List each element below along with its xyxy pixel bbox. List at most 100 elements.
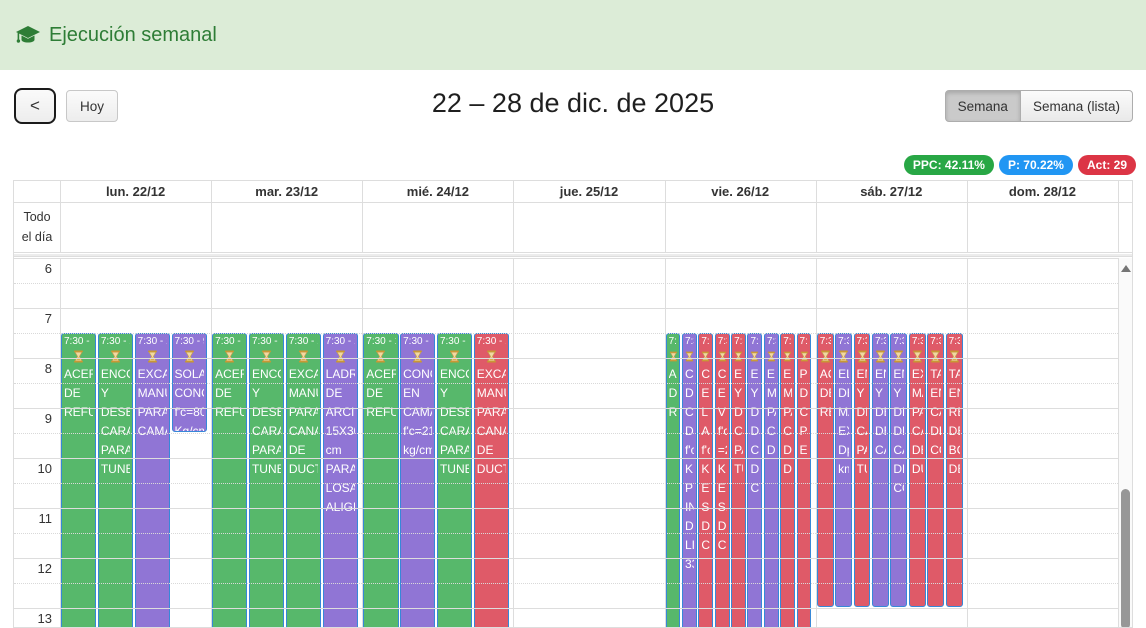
calendar-event[interactable]: 7:30 - 17:30 C D C D f'c K P IN D LI 33 <box>681 333 697 627</box>
calendar-event[interactable]: 7:30 - 13:00 EN Y DE CA PA TU <box>853 333 871 607</box>
event-time: 7:30 - 17:30 <box>366 336 395 347</box>
column-border <box>211 258 213 627</box>
today-button[interactable]: Hoy <box>66 90 119 122</box>
day-header-1: mar. 23/12 <box>255 184 319 199</box>
tab-week[interactable]: Semana <box>944 90 1021 122</box>
calendar-event[interactable]: 7:30 - 13:00 EN Y DE DE CA <box>871 333 889 607</box>
prev-week-button[interactable]: < <box>14 88 56 124</box>
day-header-3: jue. 25/12 <box>559 184 619 199</box>
half-hour-line <box>14 433 1118 434</box>
calendar-event[interactable]: 7:30 - 17:30ENCO Y DESE CARA PARA TUNE <box>436 333 473 627</box>
calendar-event[interactable]: 7:30 - 17:30 C E V f'c =2 K E S. D C <box>714 333 730 627</box>
day-header-2: mié. 24/12 <box>406 184 469 199</box>
event-title: EN Y DE CA PA TU <box>856 367 868 476</box>
calendar-event[interactable]: 7:30 - 17:30 ACER DE REFU <box>61 333 97 627</box>
scrollbar-thumb[interactable] <box>1121 489 1130 627</box>
calendar-event[interactable]: 7:30 - 17:30EXCA MANU PARA CANA DE DUCT <box>473 333 510 627</box>
hourglass-icon <box>820 348 831 365</box>
calendar-event[interactable]: 7:30 - 9:30 SOLA CONC f'c=80 Kg/cm2 <box>171 333 207 432</box>
column-border <box>1118 181 1119 202</box>
event-time: 7:30 - 13:00 <box>838 336 849 347</box>
event-title: C E L A f'c K E S. D C <box>701 367 710 552</box>
column-border <box>966 181 968 202</box>
hourglass-icon <box>289 348 318 365</box>
app-header: Ejecución semanal <box>0 0 1146 70</box>
column-border <box>815 203 817 252</box>
scroll-up-arrow-icon[interactable] <box>1121 265 1131 272</box>
event-time: 7:30 - 13:00 <box>856 336 868 347</box>
event-time: 7:30 - 17:30 <box>251 336 281 347</box>
event-time: 7:30 - 13:00 <box>819 336 831 347</box>
hour-label-13: 13 <box>37 611 52 626</box>
event-title: PIS DE CE PU E= <box>799 367 809 457</box>
calendar-event[interactable]: 7:30 - 17:30 E M PA CA D D <box>780 333 796 627</box>
hour-line <box>14 258 1118 259</box>
calendar-event[interactable]: 7:30 - 17:30 ACER DE REFU <box>363 333 399 627</box>
hourglass-icon <box>857 348 868 365</box>
column-border <box>60 258 61 627</box>
hour-label-7: 7 <box>44 311 52 326</box>
calendar-event[interactable]: 7:30 - 17:30ENCO Y DESE CARA PARA TUNE <box>97 333 134 627</box>
event-time: 7:30 - 13:00 <box>893 336 904 347</box>
calendar-event[interactable]: 7:30 - 17:30 LADR DE ARCIL 15X30 cm PARA … <box>322 333 358 627</box>
column-border <box>211 203 213 252</box>
hourglass-icon <box>893 348 904 365</box>
calendar-event[interactable]: 7:30 - 17:30 A D R <box>665 333 681 627</box>
kpi-badge-1: P: 70.22% <box>998 155 1073 175</box>
hourglass-icon <box>685 348 694 365</box>
hourglass-icon <box>440 348 469 365</box>
event-time: 7:30 - 13:00 <box>911 336 923 347</box>
calendar-event[interactable]: 7:30 - 13:00 AC DE RE <box>816 333 834 607</box>
hourglass-icon <box>477 348 506 365</box>
half-hour-line <box>14 533 1118 534</box>
hour-line <box>14 508 1118 509</box>
event-time: 7:30 - 17:30 <box>734 336 743 347</box>
event-time: 7:30 - 17:30 <box>403 336 432 347</box>
hour-label-11: 11 <box>38 511 53 526</box>
event-title: ENCO Y DESE CARA PARA TUNE <box>251 367 282 476</box>
column-border <box>1118 258 1119 627</box>
hourglass-icon <box>838 348 849 365</box>
event-title: EN Y DE DE CA <box>874 367 886 457</box>
hourglass-icon <box>403 348 432 365</box>
calendar-event[interactable]: 7:30 - 13:00 EX MA PA CA DE DU <box>908 333 926 607</box>
event-title: ACER DE REFU <box>215 367 244 419</box>
calendar-event[interactable]: 7:30 - 13:00 EL DE MA EX Dp km <box>835 333 853 607</box>
calendar-event[interactable]: 7:30 - 17:30 C E L A f'c K E S. D C <box>698 333 714 627</box>
calendar-event[interactable]: 7:30 - 17:30 E Y D C PA TU <box>731 333 746 627</box>
kpi-badges: PPC: 42.11% P: 70.22% Act: 29 <box>903 155 1136 175</box>
calendar-event[interactable]: 7:30 - 17:30 E Y D D C. D C <box>747 333 763 627</box>
event-title: SOLA CONC f'c=80 Kg/cm2 <box>174 367 204 432</box>
calendar-event[interactable]: 7:30 - 13:00 TA EN RE DE BC DE <box>945 333 963 607</box>
calendar-event[interactable]: 7:30 - 17:30 ENCO Y DESE CARA PARA TUNE <box>248 333 285 627</box>
event-time: 7:30 - 17:30 <box>325 336 355 347</box>
hour-label-8: 8 <box>44 361 52 376</box>
hour-label-6: 6 <box>44 261 52 276</box>
hour-line <box>14 358 1118 359</box>
event-title: EX MA PA CA DE DU <box>911 367 923 476</box>
hourglass-icon <box>64 348 93 365</box>
hourglass-icon <box>949 348 960 365</box>
graduation-cap-icon <box>16 26 40 43</box>
calendar-event[interactable]: 7:30 - 13:00 TA EN CA DE CO <box>927 333 945 607</box>
grid-divider <box>14 254 1132 257</box>
hour-label-12: 12 <box>37 561 52 576</box>
hour-label-10: 10 <box>37 461 52 476</box>
event-title: C D C D f'c K P IN D LI 33 <box>684 367 694 571</box>
event-time: 7:30 - 17:30 <box>100 336 130 347</box>
column-border <box>966 258 968 627</box>
calendar-event[interactable]: 7:30 - 13:00 EN Y DE DE CA DE CO <box>890 333 908 607</box>
day-header-4: vie. 26/12 <box>711 184 770 199</box>
calendar-event[interactable]: 7:30 - 17:30 PIS DE CE PU E= <box>796 333 812 627</box>
calendar-event[interactable]: 7:30 - 17:30EXCA MANU PARA CANA DE DUCT <box>285 333 322 627</box>
hourglass-icon <box>783 348 792 365</box>
vertical-scrollbar[interactable] <box>1118 258 1132 627</box>
hourglass-icon <box>767 348 776 365</box>
tab-week-list[interactable]: Semana (lista) <box>1019 90 1133 122</box>
page-title: Ejecución semanal <box>49 23 217 46</box>
hourglass-icon <box>718 348 727 365</box>
all-day-label: Todo el día <box>21 210 53 244</box>
column-border <box>815 181 817 202</box>
